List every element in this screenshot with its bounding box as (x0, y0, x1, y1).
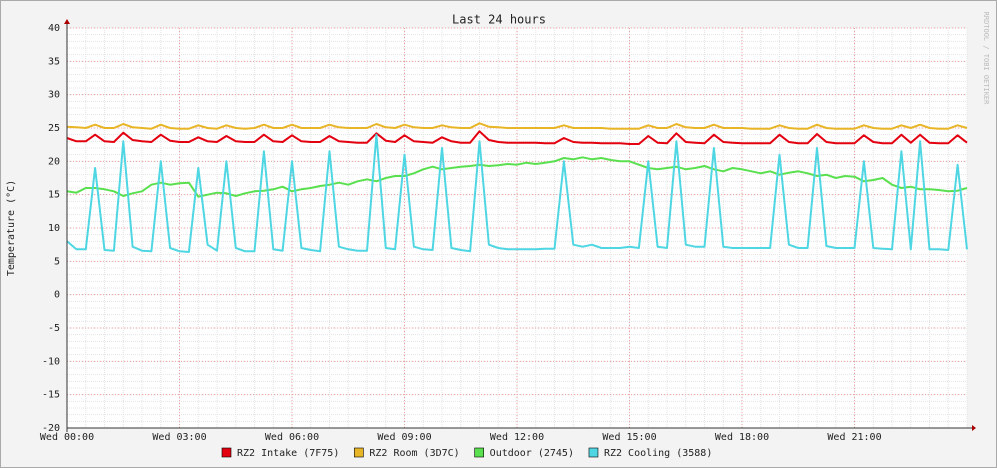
legend-swatch (354, 447, 364, 458)
legend-label: RZ2 Intake (7F75) (237, 448, 339, 459)
y-tick-label: 20 (48, 156, 60, 167)
y-tick-label: -20 (42, 423, 60, 434)
x-arrow (972, 425, 976, 431)
x-tick-label: Wed 12:00 (490, 432, 544, 443)
x-tick-label: Wed 06:00 (265, 432, 319, 443)
lines (66, 122, 968, 253)
x-tick-label: Wed 03:00 (152, 432, 206, 443)
y-tick-label: 35 (48, 56, 60, 67)
legend-swatch (474, 447, 484, 458)
y-tick-label: 15 (48, 190, 60, 201)
legend: RZ2 Intake (7F75) RZ2 Room (3D7C) Outdoor … (221, 447, 712, 459)
legend-label: RZ2 Room (3D7C) (369, 448, 459, 459)
x-tick-label: Wed 15:00 (602, 432, 656, 443)
series-line (66, 122, 968, 130)
y-tick-label: -5 (48, 323, 60, 334)
y-tick-label: 0 (54, 290, 60, 301)
x-tick-label: Wed 21:00 (827, 432, 881, 443)
series-line (66, 130, 968, 145)
x-tick-label: Wed 09:00 (377, 432, 431, 443)
grid (66, 27, 968, 429)
series-line (66, 156, 968, 198)
x-tick-label: Wed 18:00 (715, 432, 769, 443)
y-tick-label: 40 (48, 23, 60, 34)
legend-label: Outdoor (2745) (490, 448, 574, 459)
y-axis-label: Temperature (°C) (6, 180, 17, 276)
chart-title: Last 24 hours (452, 13, 546, 27)
legend-label: RZ2 Cooling (3588) (604, 448, 712, 459)
y-arrow (64, 19, 70, 24)
y-tick-label: 5 (54, 256, 60, 267)
y-tick-label: 25 (48, 123, 60, 134)
y-tick-label: -10 (42, 356, 60, 367)
legend-swatch (221, 447, 232, 458)
y-tick-label: -15 (42, 390, 60, 401)
watermark: RRDTOOL / TOBI OETIKER (982, 12, 990, 106)
x-tick-label: Wed 00:00 (40, 432, 94, 443)
legend-swatch (588, 447, 599, 458)
y-tick-label: 10 (48, 223, 60, 234)
series-line (66, 133, 968, 253)
y-tick-label: 30 (48, 90, 60, 101)
